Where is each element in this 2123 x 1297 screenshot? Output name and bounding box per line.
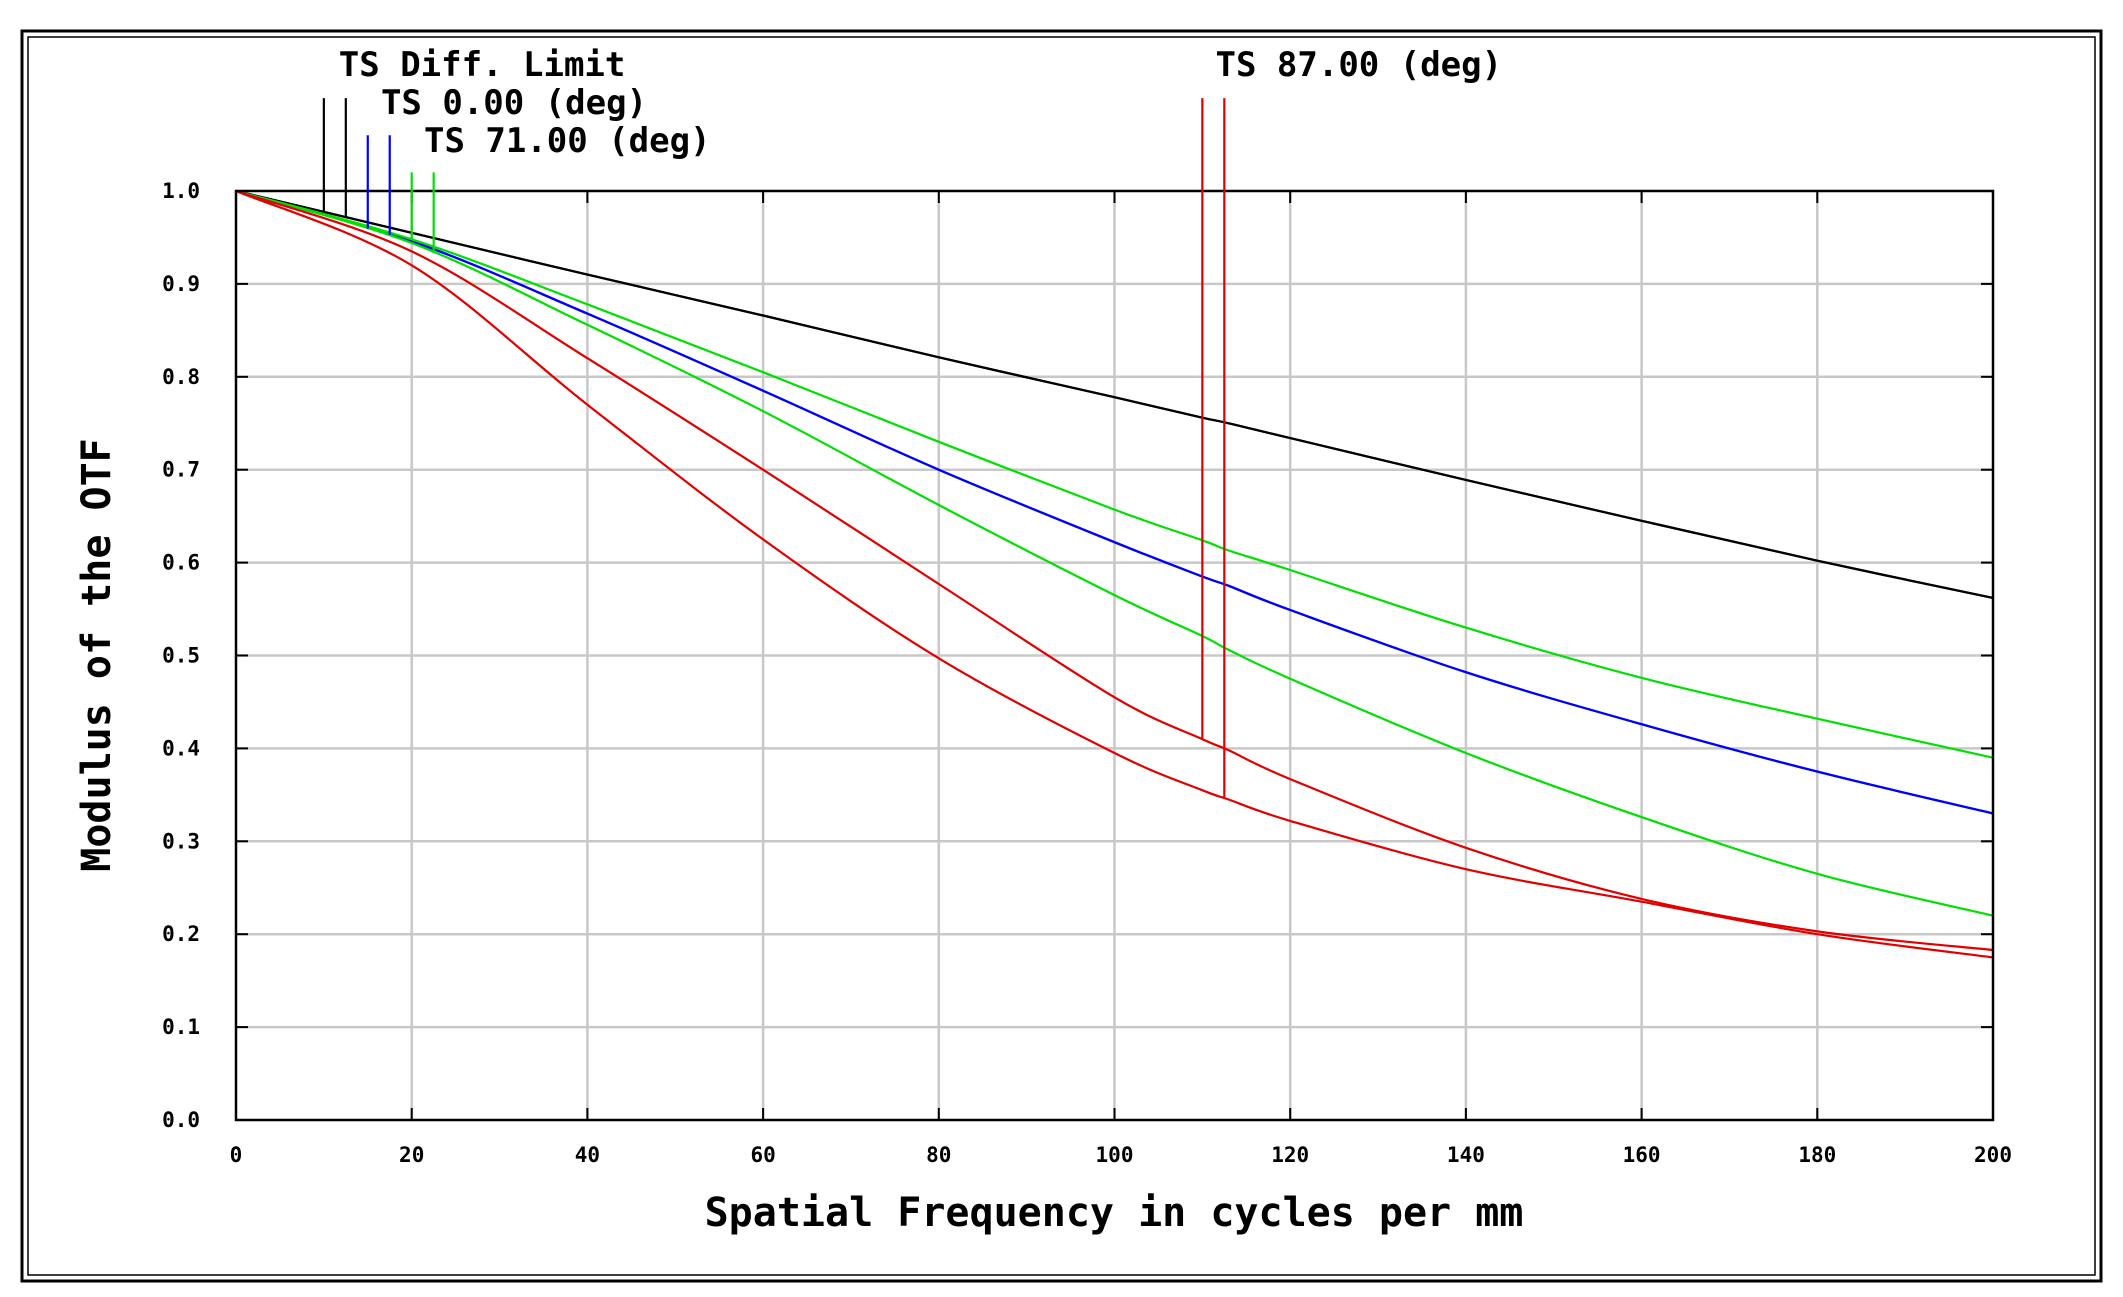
legend-label: TS 71.00 (deg) <box>424 121 711 161</box>
series-line-ts-87-00-deg-s <box>235 189 1994 959</box>
x-tick-label: 160 <box>1623 1143 1661 1167</box>
series-layer <box>235 189 1994 959</box>
y-tick-label: 0.3 <box>162 829 200 853</box>
x-tick-label: 180 <box>1798 1143 1836 1167</box>
grid-layer <box>236 191 1993 1120</box>
x-tick-label: 100 <box>1096 1143 1134 1167</box>
y-tick-label: 1.0 <box>162 179 200 203</box>
y-tick-label: 0.7 <box>162 458 200 482</box>
x-tick-label: 140 <box>1447 1143 1485 1167</box>
x-tick-label: 60 <box>750 1143 775 1167</box>
y-tick-label: 0.2 <box>162 922 200 946</box>
x-tick-label: 40 <box>575 1143 600 1167</box>
series-line-ts-71-00-deg-t <box>235 189 1994 759</box>
x-axis-title: Spatial Frequency in cycles per mm <box>705 1190 1524 1236</box>
y-tick-label: 0.5 <box>162 644 200 668</box>
series-line-ts-71-00-deg-s <box>235 189 1994 917</box>
y-tick-label: 0.9 <box>162 272 200 296</box>
series-line-ts-87-00-deg-t <box>235 189 1994 952</box>
y-tick-label: 0.4 <box>162 736 200 760</box>
x-tick-label: 0 <box>230 1143 243 1167</box>
tick-layer: 0 20 40 60 80 100 120 140 160 180 200 0.0 0.1 0.2 0.3 0… <box>162 179 2012 1167</box>
series-line-ts-0-00-deg-s <box>235 189 1994 815</box>
legend-label: TS 87.00 (deg) <box>1216 45 1503 85</box>
marker-layer <box>322 98 1226 798</box>
y-tick-label: 0.8 <box>162 365 200 389</box>
x-tick-label: 200 <box>1974 1143 2012 1167</box>
series-line-ts-diff-limit-s <box>235 189 1994 599</box>
y-tick-label: 0.1 <box>162 1015 200 1039</box>
legend-label: TS Diff. Limit <box>339 45 626 85</box>
outer-frame <box>20 29 2103 1283</box>
y-tick-label: 0.0 <box>162 1108 200 1132</box>
y-tick-label: 0.6 <box>162 551 200 575</box>
y-axis-title: Modulus of the OTF <box>74 438 120 871</box>
legend-label: TS 0.00 (deg) <box>381 83 647 123</box>
x-tick-label: 120 <box>1271 1143 1309 1167</box>
x-tick-label: 80 <box>926 1143 951 1167</box>
x-tick-label: 20 <box>399 1143 424 1167</box>
inner-frame <box>27 36 2096 1276</box>
